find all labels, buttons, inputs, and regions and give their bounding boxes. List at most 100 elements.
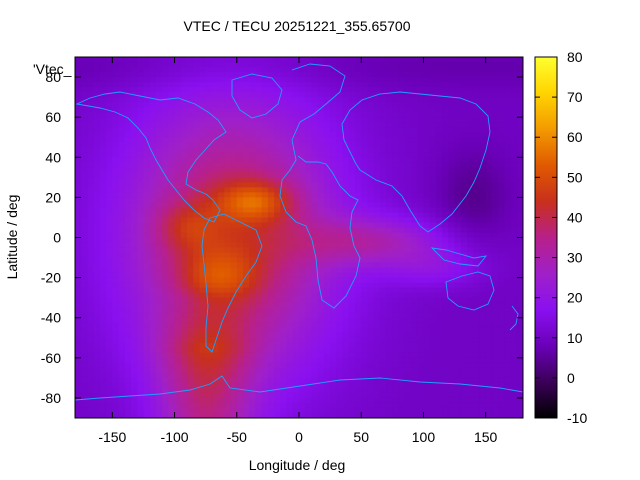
heatmap-cell	[386, 177, 393, 183]
heatmap-cell	[411, 297, 418, 304]
heatmap-cell	[180, 117, 188, 123]
heatmap-cell	[118, 232, 126, 239]
heatmap-cell	[498, 57, 505, 63]
heatmap-cell	[143, 362, 151, 369]
heatmap-cell	[423, 392, 431, 399]
heatmap-cell	[491, 282, 499, 289]
heatmap-cell	[137, 302, 145, 309]
heatmap-cell	[149, 352, 157, 359]
heatmap-cell	[510, 142, 518, 148]
heatmap-cell	[230, 182, 238, 188]
heatmap-cell	[143, 102, 151, 108]
heatmap-cell	[504, 222, 512, 229]
heatmap-cell	[435, 347, 443, 354]
heatmap-cell	[417, 207, 425, 214]
heatmap-cell	[342, 62, 350, 68]
heatmap-cell	[435, 212, 443, 219]
heatmap-cell	[137, 292, 145, 299]
heatmap-cell	[180, 152, 188, 158]
heatmap-cell	[155, 77, 163, 83]
heatmap-cell	[479, 237, 487, 244]
heatmap-cell	[168, 127, 176, 133]
heatmap-cell	[118, 287, 126, 294]
heatmap-cell	[218, 87, 225, 93]
heatmap-cell	[131, 152, 138, 158]
heatmap-cell	[124, 377, 132, 384]
heatmap-cell	[323, 337, 331, 344]
heatmap-cell	[299, 192, 306, 198]
heatmap-cell	[112, 282, 120, 289]
heatmap-cell	[274, 192, 281, 198]
heatmap-cell	[267, 397, 275, 404]
heatmap-cell	[473, 227, 481, 234]
heatmap-cell	[124, 352, 132, 359]
heatmap-cell	[267, 62, 275, 68]
heatmap-cell	[137, 277, 145, 284]
heatmap-cell	[243, 357, 250, 364]
heatmap-cell	[168, 177, 176, 183]
heatmap-cell	[367, 347, 375, 354]
heatmap-cell	[473, 327, 481, 334]
heatmap-cell	[168, 247, 176, 254]
heatmap-cell	[112, 402, 120, 409]
heatmap-cell	[274, 317, 281, 324]
heatmap-cell	[429, 67, 437, 73]
heatmap-cell	[305, 287, 313, 294]
heatmap-cell	[211, 372, 219, 379]
heatmap-cell	[504, 372, 512, 379]
heatmap-cell	[199, 397, 207, 404]
heatmap-cell	[348, 192, 356, 198]
heatmap-cell	[516, 392, 523, 399]
heatmap-cell	[435, 342, 443, 349]
heatmap-cell	[261, 177, 269, 183]
heatmap-cell	[81, 372, 89, 379]
heatmap-cell	[199, 197, 207, 204]
heatmap-cell	[404, 137, 412, 143]
heatmap-cell	[168, 72, 176, 78]
heatmap-cell	[454, 202, 462, 209]
heatmap-cell	[392, 62, 400, 68]
heatmap-cell	[404, 292, 412, 299]
heatmap-cell	[355, 222, 362, 229]
heatmap-cell	[417, 212, 425, 219]
heatmap-cell	[218, 397, 225, 404]
heatmap-cell	[162, 367, 169, 374]
heatmap-cell	[255, 277, 263, 284]
heatmap-cell	[155, 327, 163, 334]
heatmap-cell	[398, 397, 406, 404]
heatmap-cell	[460, 357, 468, 364]
heatmap-cell	[367, 352, 375, 359]
heatmap-cell	[355, 337, 362, 344]
heatmap-cell	[93, 317, 101, 324]
heatmap-cell	[224, 132, 232, 138]
heatmap-cell	[261, 187, 269, 193]
heatmap-cell	[292, 317, 300, 324]
heatmap-cell	[454, 322, 462, 329]
heatmap-cell	[386, 347, 393, 354]
heatmap-cell	[75, 142, 82, 148]
heatmap-cell	[99, 277, 107, 284]
heatmap-cell	[355, 137, 362, 143]
heatmap-cell	[174, 292, 182, 299]
heatmap-cell	[112, 182, 120, 188]
heatmap-cell	[510, 277, 518, 284]
heatmap-cell	[81, 112, 89, 118]
heatmap-cell	[454, 312, 462, 319]
heatmap-cell	[155, 212, 163, 219]
heatmap-cell	[504, 102, 512, 108]
heatmap-cell	[404, 102, 412, 108]
heatmap-cell	[423, 272, 431, 279]
heatmap-cell	[498, 307, 505, 314]
heatmap-cell	[491, 397, 499, 404]
heatmap-cell	[199, 167, 207, 173]
heatmap-cell	[118, 327, 126, 334]
heatmap-cell	[211, 92, 219, 98]
heatmap-cell	[411, 67, 418, 73]
heatmap-cell	[149, 182, 157, 188]
heatmap-cell	[168, 302, 176, 309]
heatmap-cell	[392, 192, 400, 198]
heatmap-cell	[429, 267, 437, 274]
heatmap-cell	[211, 172, 219, 178]
heatmap-cell	[498, 167, 505, 173]
heatmap-cell	[323, 327, 331, 334]
